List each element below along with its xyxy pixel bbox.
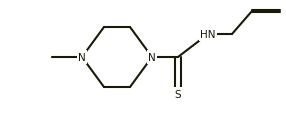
Text: HN: HN (200, 30, 216, 40)
Text: S: S (175, 89, 181, 99)
Text: N: N (78, 53, 86, 62)
Text: N: N (148, 53, 156, 62)
